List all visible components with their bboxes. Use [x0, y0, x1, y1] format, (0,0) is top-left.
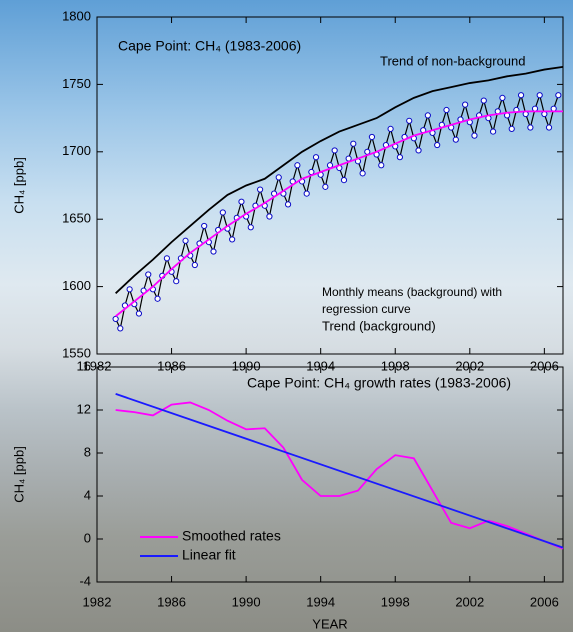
chart-title: Cape Point: CH₄ (1983-2006): [118, 38, 301, 54]
data-point: [238, 198, 245, 205]
y-tick-label: 0: [84, 530, 91, 545]
data-point: [163, 255, 170, 262]
annotation: Monthly means (background) with: [322, 285, 502, 299]
data-point: [210, 248, 217, 255]
x-tick-label: 2002: [455, 594, 484, 609]
data-point: [350, 140, 357, 147]
y-tick-label: 4: [84, 487, 91, 502]
data-point: [387, 125, 394, 132]
y-tick-label: 1800: [62, 8, 91, 23]
data-point: [452, 136, 459, 143]
x-tick-label: 1990: [232, 358, 261, 373]
data-point: [112, 315, 119, 323]
data-point: [145, 271, 152, 278]
legend-label: Smoothed rates: [182, 528, 281, 544]
x-tick-label: 2002: [455, 358, 484, 373]
chart-title: Cape Point: CH₄ growth rates (1983-2006): [247, 375, 511, 391]
y-tick-label: 8: [84, 444, 91, 459]
data-point: [182, 237, 189, 244]
data-point: [117, 325, 124, 332]
series-label: Trend (background): [322, 318, 436, 333]
data-point: [266, 213, 273, 220]
data-point: [219, 209, 226, 216]
x-tick-label: 1986: [157, 594, 186, 609]
data-point: [527, 124, 534, 131]
data-point: [536, 92, 543, 99]
data-point: [340, 177, 348, 184]
data-point: [545, 124, 553, 131]
data-point: [424, 112, 431, 119]
data-point: [471, 132, 478, 139]
data-point: [359, 170, 366, 177]
data-point: [490, 128, 497, 135]
series-line: [115, 393, 564, 549]
data-point: [257, 186, 264, 193]
y-tick-label: 1700: [62, 143, 91, 158]
y-tick-label: 1750: [62, 76, 91, 91]
data-point: [294, 162, 301, 169]
x-tick-label: 1982: [83, 594, 112, 609]
plot-frame: [96, 366, 564, 583]
x-tick-label: 1998: [381, 594, 410, 609]
y-tick-label: -4: [79, 573, 91, 588]
y-tick-label: 1550: [62, 345, 91, 360]
data-point: [517, 92, 525, 99]
data-point: [191, 261, 198, 269]
x-tick-label: 1990: [232, 594, 261, 609]
x-tick-label: 2006: [530, 594, 559, 609]
y-tick-label: 12: [77, 401, 91, 416]
data-point: [229, 236, 236, 243]
data-point: [555, 92, 562, 99]
data-point: [331, 147, 338, 154]
x-tick-label: 2006: [530, 358, 559, 373]
data-point: [201, 222, 208, 230]
data-point: [499, 94, 506, 101]
x-tick-label: 1994: [306, 358, 335, 373]
data-point: [406, 117, 413, 124]
data-point: [135, 310, 143, 317]
data-point: [508, 125, 515, 132]
data-point: [173, 278, 180, 285]
data-point: [322, 183, 329, 190]
data-point: [247, 224, 254, 231]
series-line: [115, 401, 564, 550]
data-point: [368, 133, 376, 141]
x-tick-label: 1994: [306, 594, 335, 609]
data-point: [462, 101, 469, 108]
data-point: [126, 286, 133, 293]
data-point: [284, 201, 292, 208]
x-tick-label: 1982: [83, 358, 112, 373]
y-tick-label: 1600: [62, 278, 91, 293]
data-point: [415, 147, 422, 154]
data-point: [396, 154, 403, 161]
y-axis-label: CH₄ [ppb]: [11, 157, 26, 214]
series-line: [115, 110, 563, 317]
legend-label: Linear fit: [182, 547, 236, 563]
x-tick-label: 1998: [381, 358, 410, 373]
data-point: [303, 190, 310, 197]
series-line: [115, 65, 564, 294]
data-point: [434, 141, 441, 149]
data-point: [154, 295, 161, 302]
plot-frame: [96, 16, 564, 355]
data-point: [312, 154, 320, 161]
annotation: regression curve: [322, 302, 411, 316]
data-point: [443, 106, 450, 114]
data-point: [480, 97, 487, 104]
y-tick-label: 16: [77, 358, 91, 373]
y-tick-label: 1650: [62, 211, 91, 226]
x-tick-label: 1986: [157, 358, 186, 373]
series-label: Trend of non-background: [380, 53, 526, 68]
data-point: [378, 162, 385, 169]
data-point: [275, 174, 282, 181]
y-axis-label: CH₄ [ppb]: [11, 446, 26, 503]
x-axis-label: YEAR: [312, 616, 347, 631]
